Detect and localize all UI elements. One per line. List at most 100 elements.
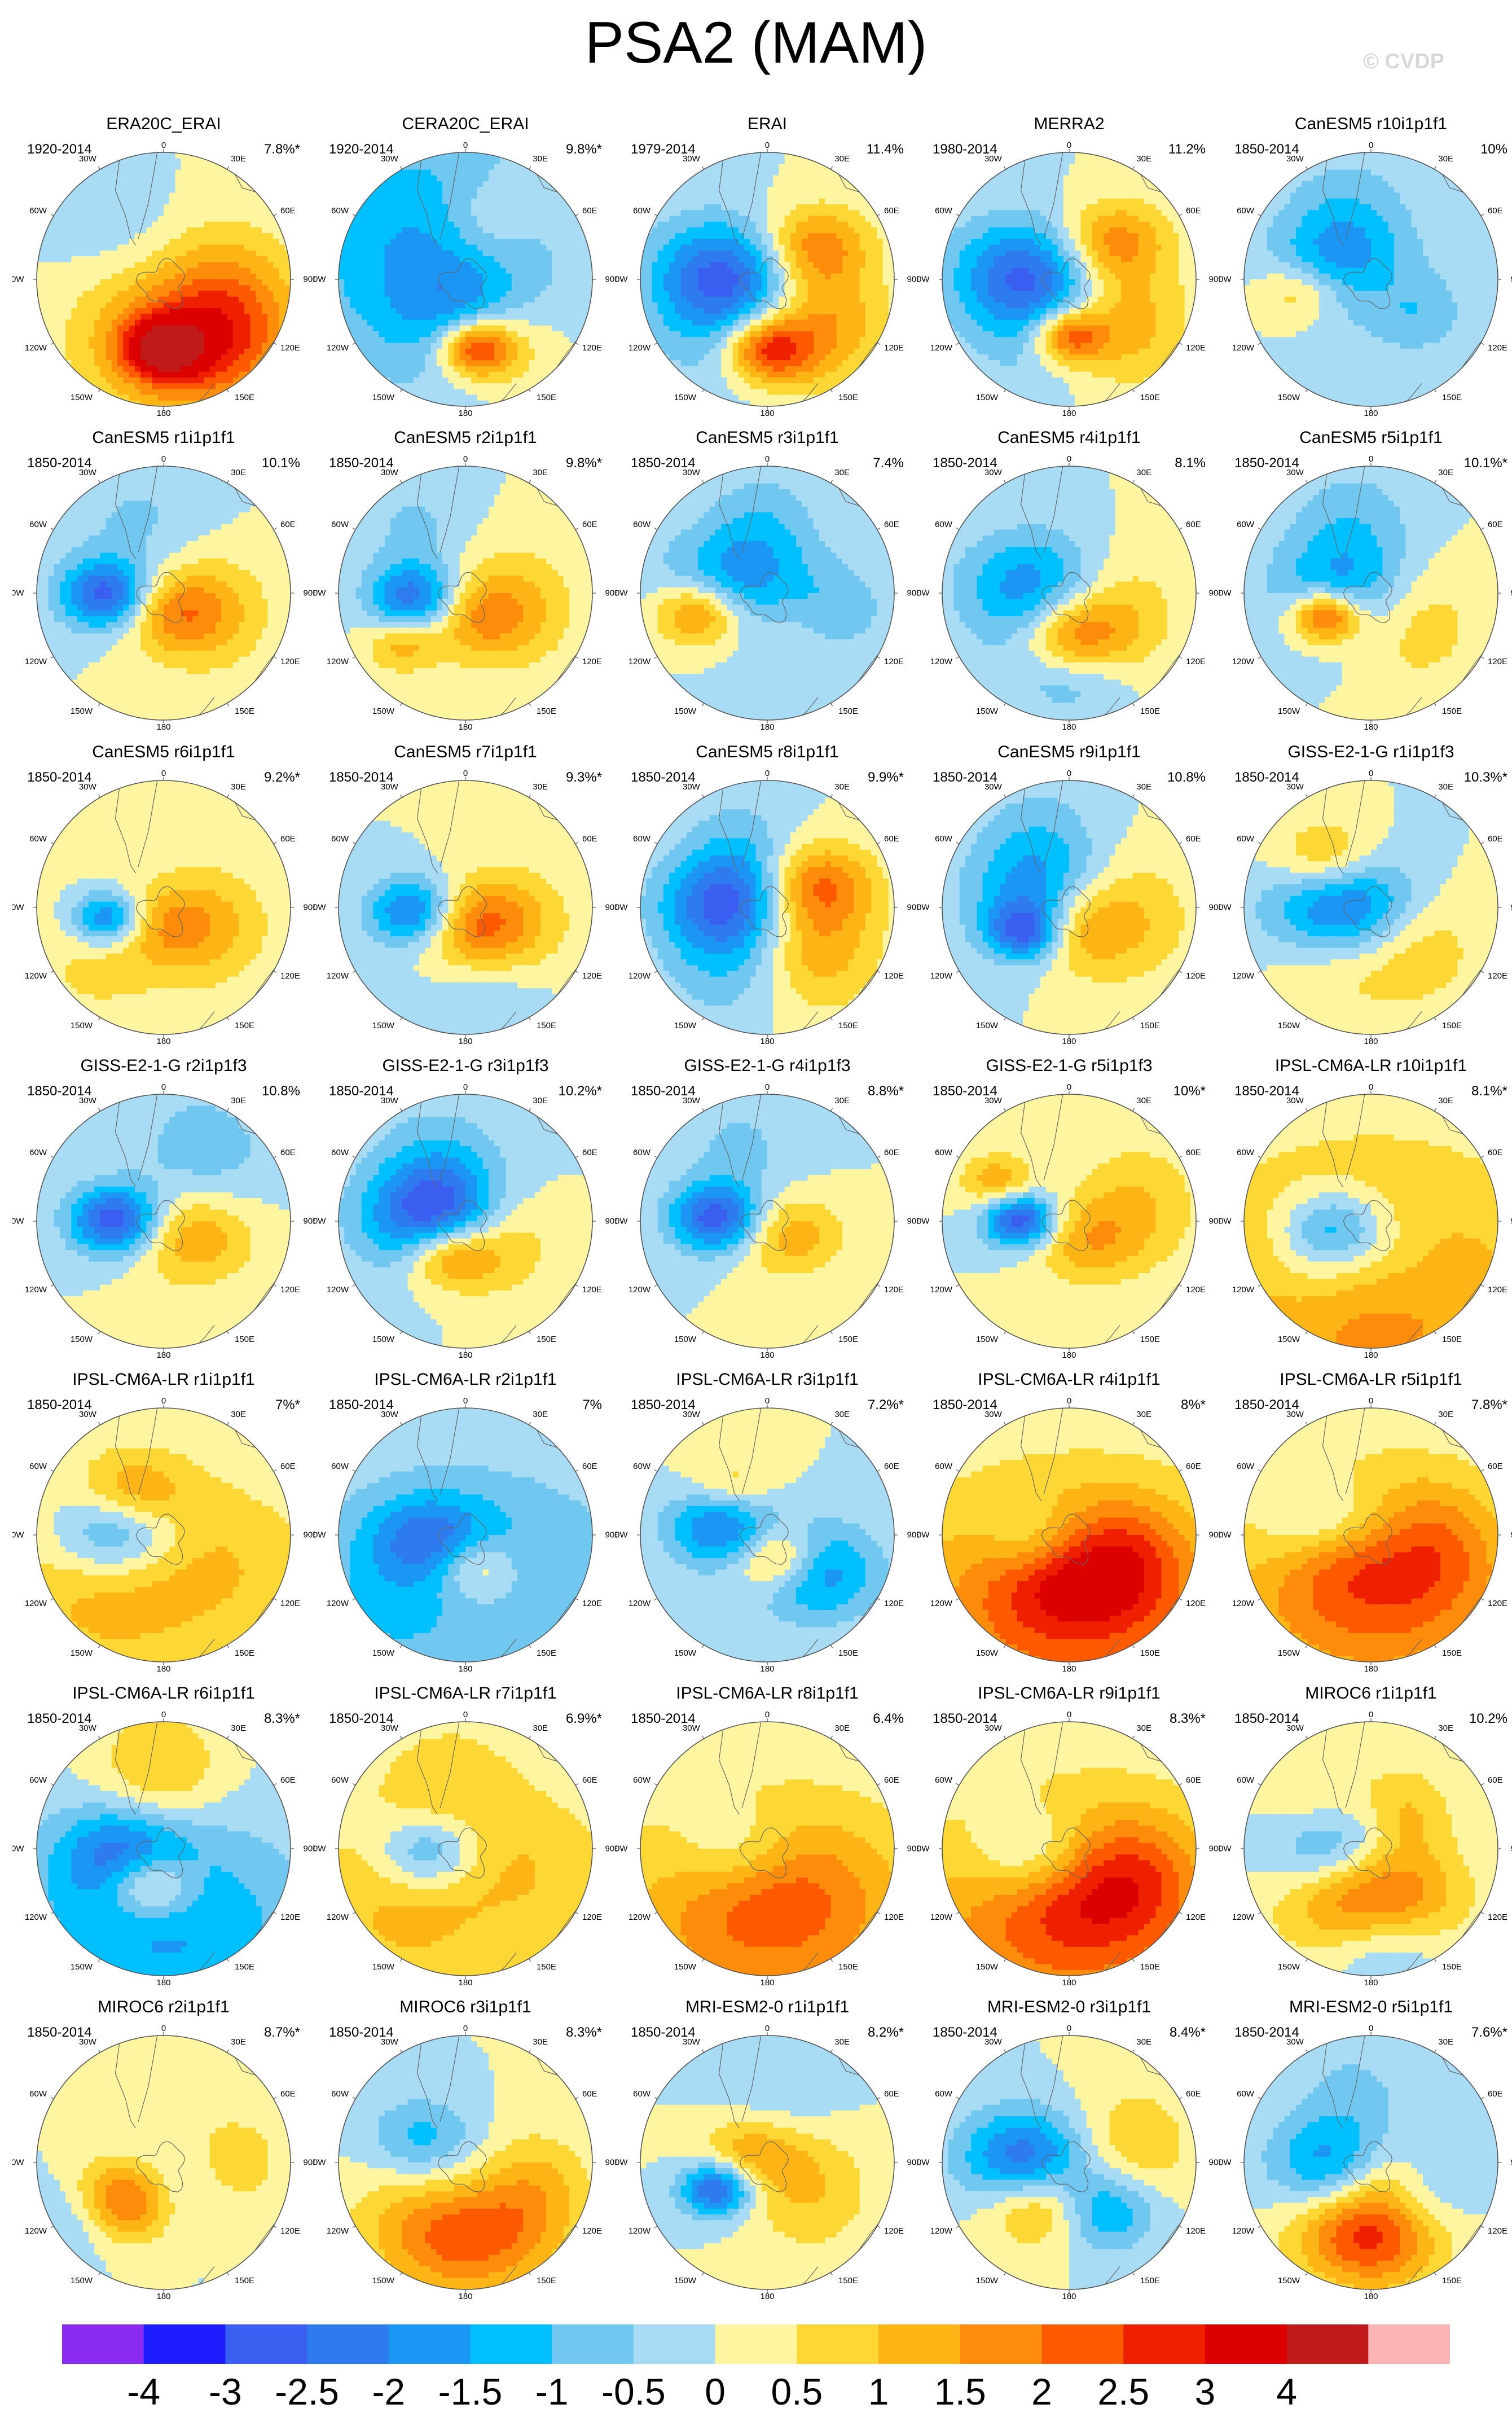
map-longitude-label: 30E xyxy=(533,782,548,792)
panel-title: IPSL-CM6A-LR r9i1p1f1 xyxy=(918,1682,1220,1705)
panel-title: CanESM5 r10i1p1f1 xyxy=(1220,113,1512,135)
map-longitude-label: 120W xyxy=(25,1912,47,1922)
map-longitude-label: 150W xyxy=(372,707,395,716)
map-longitude-label: 0 xyxy=(1369,141,1373,150)
panel-title: MIROC6 r2i1p1f1 xyxy=(12,1996,315,2019)
map-longitude-label: 60W xyxy=(935,2089,953,2099)
map-longitude-label: 120E xyxy=(582,1599,602,1608)
panel-title: GISS-E2-1-G r3i1p1f3 xyxy=(314,1055,617,1077)
map-longitude-label: 30E xyxy=(834,2037,850,2047)
map-longitude-label: 180 xyxy=(1062,1978,1076,1988)
polar-map: 0 180 90W 90E 30W 60W 30E 60E 120W 150W 120E 150E xyxy=(1220,769,1512,1046)
map-longitude-label: 150W xyxy=(976,1962,999,1972)
map-longitude-label: 120W xyxy=(930,1912,953,1922)
map-longitude-label: 60E xyxy=(1186,206,1201,216)
map-longitude-label: 180 xyxy=(458,1978,472,1988)
polar-map: 0 180 90W 90E 30W 60W 30E 60E 120W 150W 120E 150E xyxy=(616,141,919,418)
map-longitude-label: 120W xyxy=(628,657,651,666)
map-longitude-label: 30E xyxy=(533,1723,548,1733)
map-longitude-label: 150W xyxy=(1278,1962,1300,1972)
polar-map: 0 180 90W 90E 30W 60W 30E 60E 120W 150W 120E 150E xyxy=(12,2024,315,2301)
map-longitude-label: 0 xyxy=(1369,1396,1373,1406)
map-longitude-label: 30E xyxy=(1136,468,1151,477)
map-longitude-label: 90W xyxy=(1220,1217,1232,1226)
map-panel: 0 180 90W 90E 30W 60W 30E 60E 120W 150W 120E 150E CE… xyxy=(314,113,617,429)
map-longitude-label: 150E xyxy=(235,1648,254,1658)
map-longitude-label: 90E xyxy=(1209,1844,1221,1854)
map-longitude-label: 150W xyxy=(976,1021,999,1030)
panel-period: 1850-2014 xyxy=(1234,2024,1299,2041)
map-longitude-label: 180 xyxy=(760,409,774,418)
map-longitude-label: 60E xyxy=(1186,520,1201,529)
colorbar-swatch xyxy=(143,2324,226,2364)
map-longitude-label: 60W xyxy=(29,520,47,529)
map-longitude-label: 90E xyxy=(907,903,919,913)
map-longitude-label: 60E xyxy=(884,1462,899,1471)
colorbar xyxy=(62,2324,1450,2364)
panel-title: GISS-E2-1-G r5i1p1f3 xyxy=(918,1055,1220,1077)
map-longitude-label: 30E xyxy=(1438,468,1453,477)
map-longitude-label: 150E xyxy=(235,707,254,716)
map-longitude-label: 90E xyxy=(907,1217,919,1226)
map-panel: 0 180 90W 90E 30W 60W 30E 60E 120W 150W 120E 150E GI… xyxy=(12,1055,315,1371)
polar-map: 0 180 90W 90E 30W 60W 30E 60E 120W 150W 120E 150E xyxy=(12,769,315,1046)
map-longitude-label: 180 xyxy=(760,2292,774,2301)
panel-title: CanESM5 r6i1p1f1 xyxy=(12,741,315,764)
map-longitude-label: 30E xyxy=(1438,154,1453,164)
colorbar-label: -4 xyxy=(127,2369,160,2414)
map-longitude-label: 30E xyxy=(1136,1410,1151,1419)
map-longitude-label: 30E xyxy=(834,468,850,477)
polar-map: 0 180 90W 90E 30W 60W 30E 60E 120W 150W 120E 150E xyxy=(12,1710,315,1988)
map-longitude-label: 90E xyxy=(1511,903,1512,913)
map-longitude-label: 90W xyxy=(616,1530,628,1540)
map-longitude-label: 150E xyxy=(1140,393,1160,402)
panel-title: MRI-ESM2-0 r3i1p1f1 xyxy=(918,1996,1220,2019)
map-longitude-label: 0 xyxy=(1369,769,1373,778)
panel-title: CanESM5 r1i1p1f1 xyxy=(12,427,315,449)
colorbar-swatch xyxy=(62,2324,144,2364)
map-longitude-label: 60W xyxy=(1237,2089,1255,2099)
map-longitude-label: 60E xyxy=(1488,1462,1503,1471)
map-longitude-label: 90W xyxy=(1220,2158,1232,2168)
panel-title: IPSL-CM6A-LR r4i1p1f1 xyxy=(918,1368,1220,1391)
map-longitude-label: 120W xyxy=(25,1599,47,1608)
map-longitude-label: 120W xyxy=(25,343,47,353)
map-longitude-label: 90E xyxy=(1209,1530,1221,1540)
panel-period: 1850-2014 xyxy=(329,2024,394,2041)
map-longitude-label: 60W xyxy=(633,834,651,844)
map-longitude-label: 0 xyxy=(1067,1710,1071,1719)
polar-map: 0 180 90W 90E 30W 60W 30E 60E 120W 150W 120E 150E xyxy=(314,1396,617,1674)
map-longitude-label: 150W xyxy=(674,393,697,402)
colorbar-label: 4 xyxy=(1276,2369,1297,2414)
map-longitude-label: 90E xyxy=(907,275,919,284)
map-longitude-label: 90W xyxy=(918,275,930,284)
map-panel: 0 180 90W 90E 30W 60W 30E 60E 120W 150W 120E 150E IP… xyxy=(1220,1368,1512,1684)
map-longitude-label: 0 xyxy=(161,1396,166,1406)
map-longitude-label: 90E xyxy=(304,1217,315,1226)
map-longitude-label: 150W xyxy=(674,1648,697,1658)
map-longitude-label: 150W xyxy=(372,393,395,402)
map-longitude-label: 180 xyxy=(1062,722,1076,732)
map-longitude-label: 0 xyxy=(161,454,166,464)
map-longitude-label: 120W xyxy=(25,1285,47,1295)
panel-period: 1850-2014 xyxy=(933,1397,997,1414)
map-longitude-label: 150E xyxy=(1140,1335,1160,1344)
panel-period: 1850-2014 xyxy=(1234,455,1299,472)
panel-variance-percent: 7.6%* xyxy=(1471,2024,1507,2041)
map-longitude-label: 120E xyxy=(1186,1599,1206,1608)
map-longitude-label: 30W xyxy=(683,2037,701,2047)
map-longitude-label: 90W xyxy=(12,589,24,598)
map-longitude-label: 180 xyxy=(760,1664,774,1674)
map-panel: 0 180 90W 90E 30W 60W 30E 60E 120W 150W 120E 150E GI… xyxy=(918,1055,1220,1371)
map-longitude-label: 60E xyxy=(582,1462,597,1471)
map-panel: 0 180 90W 90E 30W 60W 30E 60E 120W 150W 120E 150E GI… xyxy=(616,1055,918,1371)
map-longitude-label: 0 xyxy=(463,454,468,464)
map-panel: 0 180 90W 90E 30W 60W 30E 60E 120W 150W 120E 150E Ca… xyxy=(616,741,918,1057)
map-longitude-label: 0 xyxy=(161,1710,166,1719)
panel-period: 1850-2014 xyxy=(27,2024,92,2041)
map-longitude-label: 90W xyxy=(12,275,24,284)
map-longitude-label: 30E xyxy=(231,2037,246,2047)
polar-map: 0 180 90W 90E 30W 60W 30E 60E 120W 150W 120E 150E xyxy=(918,141,1220,418)
map-longitude-label: 180 xyxy=(760,722,774,732)
map-longitude-label: 120E xyxy=(884,2226,904,2236)
